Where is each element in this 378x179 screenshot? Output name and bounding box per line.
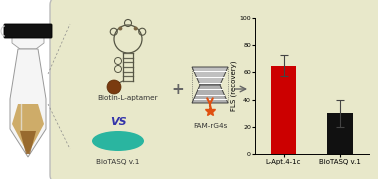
Circle shape: [107, 80, 121, 94]
FancyBboxPatch shape: [50, 0, 378, 179]
Polygon shape: [10, 49, 46, 157]
Text: +: +: [172, 81, 184, 96]
Y-axis label: FLS (recovery): FLS (recovery): [230, 61, 237, 111]
Text: Biotin-L-aptamer: Biotin-L-aptamer: [98, 95, 158, 101]
Circle shape: [118, 26, 122, 30]
Text: FAM-rG4s: FAM-rG4s: [193, 123, 227, 129]
Text: BioTASQ v.1: BioTASQ v.1: [96, 159, 140, 165]
Circle shape: [134, 26, 138, 30]
Polygon shape: [12, 104, 44, 154]
Bar: [271, 66, 296, 154]
Text: VS: VS: [110, 117, 126, 127]
Bar: [327, 113, 353, 154]
Polygon shape: [20, 131, 36, 154]
Polygon shape: [12, 37, 44, 49]
FancyBboxPatch shape: [4, 24, 52, 38]
Polygon shape: [192, 85, 228, 103]
Ellipse shape: [92, 131, 144, 151]
Polygon shape: [192, 67, 228, 85]
